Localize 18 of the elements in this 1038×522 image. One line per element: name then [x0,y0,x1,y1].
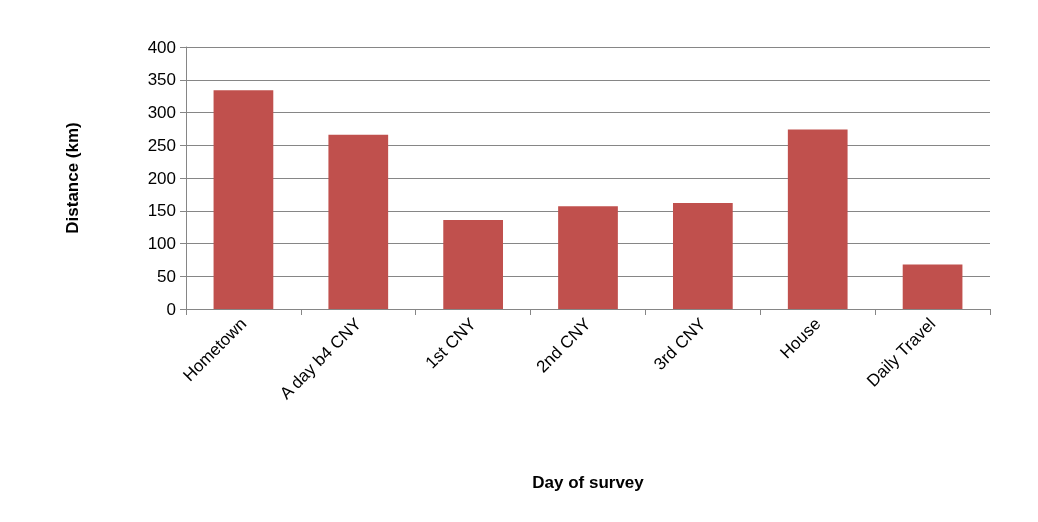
y-tick-label: 200 [147,168,176,188]
y-tick-label: 250 [147,135,176,155]
bar [558,206,618,309]
y-tick-label: 0 [166,299,176,319]
y-tick-label: 350 [147,70,176,90]
y-tick-label: 50 [157,266,176,286]
bar [213,90,274,309]
bar [902,264,963,309]
y-tick-label: 150 [147,201,176,221]
y-axis-title: Distance (km) [63,122,82,234]
x-axis-title: Day of survey [532,473,645,492]
y-tick-label: 100 [147,234,176,253]
y-tick-label: 300 [147,103,176,122]
bar [672,202,733,309]
bar [443,219,504,309]
y-tick-label: 400 [147,37,176,57]
bar [328,134,389,309]
bar [787,129,848,309]
